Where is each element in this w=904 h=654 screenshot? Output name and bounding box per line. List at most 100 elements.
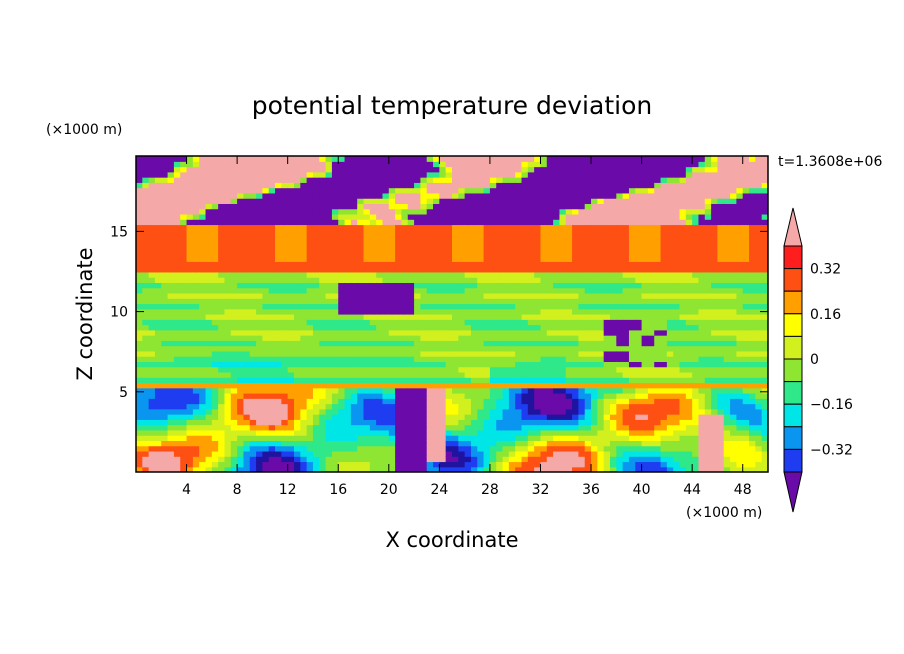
field-cell [319, 229, 327, 236]
field-cell [148, 198, 156, 204]
field-cell [439, 156, 447, 162]
field-cell [559, 182, 567, 189]
field-cell [407, 166, 415, 173]
field-cell [312, 387, 320, 394]
field-cell [224, 329, 232, 336]
field-cell [249, 319, 257, 326]
field-cell [597, 266, 605, 273]
field-cell [452, 303, 459, 310]
field-cell [154, 314, 162, 320]
field-cell [363, 250, 371, 257]
field-cell [445, 177, 453, 183]
field-cell [243, 387, 251, 394]
field-cell [654, 219, 662, 226]
field-cell [325, 314, 333, 320]
field-cell [287, 424, 295, 431]
field-cell [173, 303, 181, 310]
field-cell [565, 419, 573, 426]
field-cell [489, 224, 497, 231]
field-cell [319, 393, 327, 399]
field-cell [275, 403, 282, 410]
field-cell [445, 171, 453, 178]
field-cell [426, 356, 434, 362]
field-cell [338, 398, 346, 405]
field-cell [597, 240, 605, 247]
field-cell [553, 450, 561, 457]
field-cell [445, 292, 453, 299]
field-cell [344, 203, 352, 210]
field-cell [483, 292, 491, 299]
field-cell [572, 398, 579, 405]
field-cell [148, 435, 156, 441]
field-cell [515, 377, 523, 384]
field-cell [477, 345, 485, 352]
field-cell [306, 461, 314, 468]
field-cell [287, 403, 295, 410]
field-cell [521, 429, 529, 436]
field-cell [237, 377, 245, 384]
field-cell [610, 177, 617, 183]
field-cell [268, 335, 276, 341]
field-cell [294, 161, 301, 168]
field-cell [192, 314, 200, 320]
field-cell [350, 161, 358, 168]
field-cell [477, 171, 485, 178]
field-cell [167, 282, 175, 289]
field-cell [603, 277, 611, 283]
field-cell [237, 393, 245, 399]
field-cell [452, 461, 459, 468]
field-cell [294, 419, 301, 426]
field-cell [249, 308, 257, 315]
field-cell [363, 429, 371, 436]
field-cell [622, 156, 630, 162]
field-cell [218, 156, 226, 162]
field-cell [218, 429, 226, 436]
field-cell [464, 335, 472, 341]
field-cell [426, 213, 434, 220]
field-cell [584, 429, 592, 436]
field-cell [521, 319, 529, 326]
field-cell [414, 224, 421, 231]
field-cell [199, 329, 207, 336]
field-cell [414, 287, 421, 294]
field-cell [300, 345, 308, 352]
field-cell [205, 335, 213, 341]
field-cell [546, 240, 554, 247]
field-cell [136, 414, 143, 420]
field-cell [369, 419, 377, 426]
field-cell [142, 424, 150, 431]
field-cell [420, 282, 428, 289]
field-cell [205, 435, 213, 441]
field-cell [521, 192, 529, 199]
field-cell [515, 245, 523, 252]
field-cell [338, 424, 346, 431]
field-cell [515, 335, 523, 341]
field-cell [496, 366, 504, 373]
field-cell [452, 324, 459, 331]
field-cell [382, 408, 390, 415]
field-cell [458, 229, 466, 236]
field-cell [173, 261, 181, 268]
field-cell [376, 166, 384, 173]
field-cell [287, 282, 295, 289]
field-cell [192, 224, 200, 231]
field-cell [230, 240, 238, 247]
field-cell [319, 382, 327, 389]
field-cell [218, 287, 226, 294]
field-cell [148, 213, 156, 220]
field-cell [489, 456, 497, 463]
field-cell [635, 408, 643, 415]
field-cell [426, 277, 434, 283]
field-cell [433, 419, 440, 426]
field-cell [173, 445, 181, 452]
field-cell [603, 166, 611, 173]
field-cell [376, 308, 384, 315]
field-cell [300, 161, 308, 168]
field-cell [483, 329, 491, 336]
field-cell [433, 235, 440, 241]
field-cell [635, 261, 643, 268]
field-cell [641, 403, 649, 410]
field-cell [622, 414, 630, 420]
field-cell [338, 345, 346, 352]
field-cell [660, 456, 668, 463]
